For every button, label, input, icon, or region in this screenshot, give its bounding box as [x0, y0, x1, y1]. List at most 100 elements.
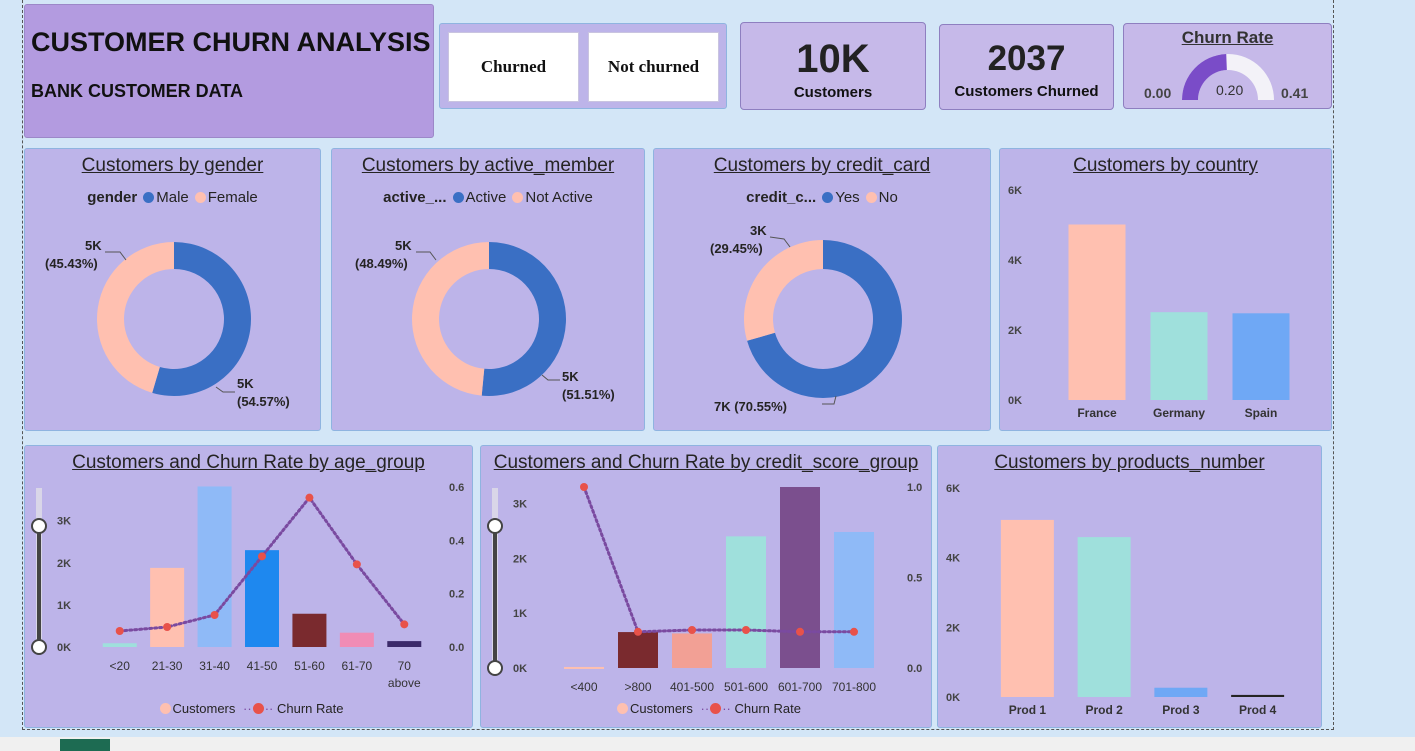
age-y2tick: 0.4 — [449, 535, 465, 547]
gauge-title: Churn Rate — [1181, 28, 1274, 47]
churn-slicer: Churned Not churned — [439, 23, 727, 109]
gender-chart-title: Customers by gender — [81, 155, 264, 176]
cs-churn-line — [582, 485, 856, 634]
customers-kpi-value: 10K — [796, 37, 870, 81]
age-churn-point — [400, 620, 409, 629]
slicer-not-churned-button[interactable]: Not churned — [588, 32, 719, 102]
products-ytick: 2K — [946, 622, 960, 634]
active-donut-chart — [412, 242, 566, 396]
credit-slice-yes — [747, 240, 902, 398]
cs-churn-point — [796, 627, 804, 636]
legend-no[interactable]: No — [878, 189, 898, 206]
cs-ytick: 3K — [513, 498, 527, 510]
legend-yes-swatch — [822, 192, 834, 203]
credit-score-chart-title: Customers and Churn Rate by credit_score… — [493, 452, 919, 473]
age-xtick-line2: above — [388, 676, 421, 690]
legend-active[interactable]: Active — [465, 189, 507, 206]
cs-zoom-slider-range — [493, 526, 497, 668]
credit-card-panel: Customers by credit_card credit_c... Yes N… — [653, 148, 991, 431]
age-legend-line-icon-tail: ·· — [264, 701, 274, 716]
cs-legend-customers[interactable]: Customers — [630, 701, 693, 716]
credit-slice-no — [744, 240, 823, 341]
legend-not-active[interactable]: Not Active — [525, 189, 593, 206]
active-active-leader — [541, 374, 560, 381]
cs-legend-churn[interactable]: Churn Rate — [734, 701, 801, 716]
age-ytick: 0K — [57, 642, 71, 654]
age-bar — [245, 550, 279, 647]
credit-no-pct: (29.45%) — [710, 241, 763, 256]
title-card: CUSTOMER CHURN ANALYSIS BANK CUSTOMER DA… — [24, 4, 434, 138]
cs-legend-churn-swatch — [710, 703, 722, 714]
active-chart-title: Customers by active_member — [361, 155, 615, 176]
age-xtick: 21-30 — [152, 659, 183, 673]
gender-female-pct: (45.43%) — [45, 256, 98, 271]
page-tabs-bar — [0, 737, 1415, 751]
age-legend-churn[interactable]: Churn Rate — [276, 701, 344, 716]
cs-xtick: >800 — [624, 680, 651, 694]
gauge-min-label: 0.00 — [1144, 85, 1172, 101]
gender-legend-label: gender — [87, 189, 138, 206]
page-tab-active[interactable] — [60, 739, 110, 751]
cs-churn-point — [742, 625, 750, 634]
legend-male-swatch — [143, 192, 155, 203]
cs-ytick: 0K — [513, 663, 527, 675]
legend-female-swatch — [194, 192, 206, 203]
age-group-panel: Customers and Churn Rate by age_group 0K… — [24, 445, 473, 728]
legend-male[interactable]: Male — [156, 189, 189, 206]
churned-kpi-value: 2037 — [987, 39, 1066, 78]
age-bar — [292, 613, 327, 647]
churned-kpi-card: 2037 Customers Churned — [939, 24, 1114, 110]
legend-not-active-swatch — [512, 192, 524, 203]
active-notactive-value: 5K — [395, 238, 412, 253]
active-legend-label: active_... — [383, 189, 447, 206]
country-bar-chart: 0K 2K 4K 6K France Germany Spain — [1008, 185, 1290, 420]
age-bar — [102, 643, 137, 647]
cs-bar — [726, 536, 766, 668]
age-zoom-slider-top-handle[interactable] — [31, 518, 47, 534]
churned-kpi-label: Customers Churned — [954, 83, 1099, 100]
report-canvas — [22, 0, 1334, 730]
legend-yes[interactable]: Yes — [835, 189, 860, 206]
active-slice-not-active — [412, 242, 489, 396]
age-bar — [339, 632, 374, 647]
cs-ytick: 2K — [513, 553, 527, 565]
products-bar — [1077, 537, 1131, 697]
gender-male-leader — [215, 386, 235, 393]
age-legend: Customers ·· ·· Churn Rate — [25, 701, 472, 716]
age-churn-point — [305, 493, 314, 502]
country-ytick: 2K — [1008, 325, 1022, 337]
credit-yes-leader — [822, 395, 837, 405]
country-panel: Customers by country 0K 2K 4K 6K France Germa… — [999, 148, 1332, 431]
products-bar-chart: 0K 2K 4K 6K Prod 1 Prod 2 Prod 3 Prod 4 — [946, 483, 1285, 717]
country-xtick: Germany — [1153, 406, 1205, 420]
active-notactive-pct: (48.49%) — [355, 256, 408, 271]
credit-legend-label: credit_c... — [746, 189, 817, 206]
gender-slice-male — [152, 242, 251, 396]
gauge-max-label: 0.41 — [1281, 85, 1309, 101]
cs-bar — [672, 633, 712, 668]
legend-female[interactable]: Female — [207, 189, 258, 206]
cs-churn-point — [850, 627, 858, 636]
cs-xtick: <400 — [570, 680, 597, 694]
products-bar — [1000, 519, 1054, 697]
age-churn-point — [115, 627, 124, 635]
cs-zoom-slider-bottom-handle[interactable] — [487, 660, 503, 676]
cs-zoom-slider-top-handle[interactable] — [487, 518, 503, 534]
country-bar — [1232, 313, 1290, 400]
report-subtitle: BANK CUSTOMER DATA — [31, 81, 243, 101]
age-chart-title: Customers and Churn Rate by age_group — [72, 452, 425, 473]
slicer-churned-button[interactable]: Churned — [448, 32, 579, 102]
country-xtick: France — [1077, 406, 1117, 420]
age-zoom-slider-bottom-handle[interactable] — [31, 639, 47, 655]
churn-rate-gauge — [1182, 54, 1274, 100]
age-xtick: <20 — [110, 659, 131, 673]
cs-ytick: 1K — [513, 608, 527, 620]
age-xtick: 61-70 — [342, 659, 373, 673]
age-bar — [150, 567, 185, 647]
age-legend-customers[interactable]: Customers — [172, 701, 236, 716]
customers-kpi-label: Customers — [793, 84, 873, 101]
country-bar — [1068, 224, 1126, 400]
age-churn-point — [258, 552, 266, 561]
gender-male-value: 5K — [237, 376, 254, 391]
products-xtick: Prod 2 — [1085, 703, 1123, 717]
